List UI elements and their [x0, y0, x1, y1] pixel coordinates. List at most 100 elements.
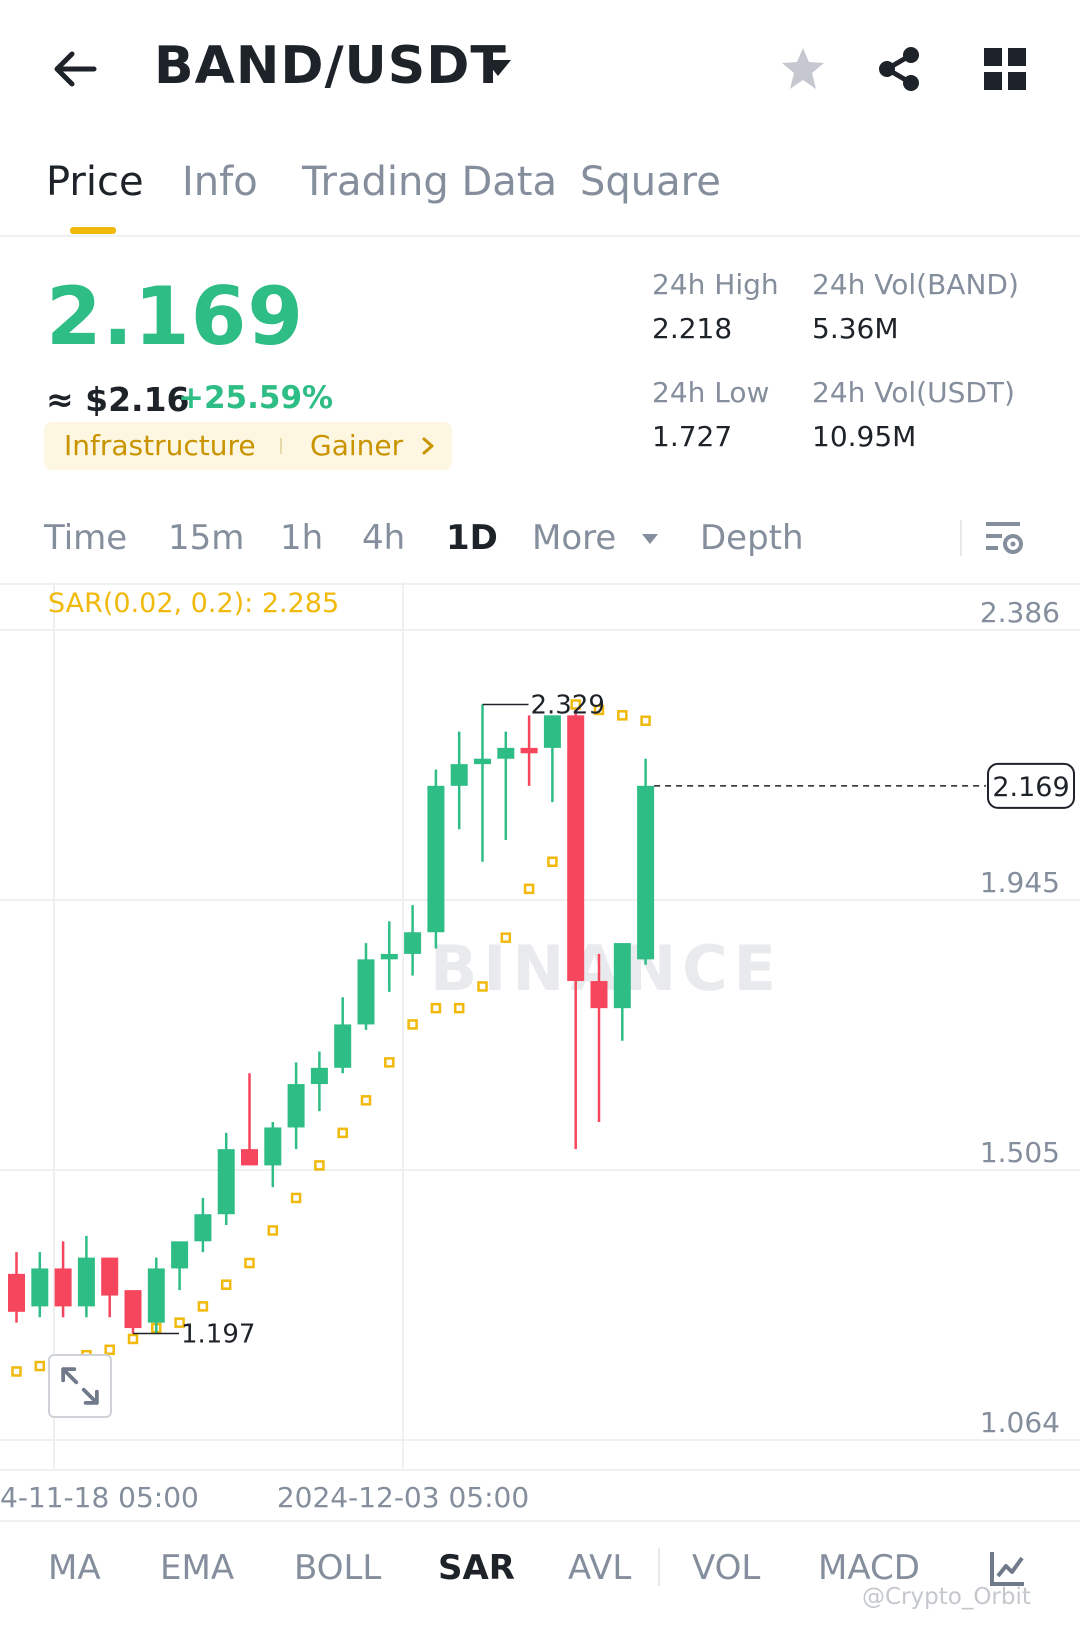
- last-price-box: [987, 762, 1075, 809]
- sar-dot: [407, 1019, 418, 1030]
- low-price-label: 1.197: [181, 1320, 255, 1350]
- sar-dot: [500, 932, 512, 943]
- timeframe-depth[interactable]: Depth: [700, 518, 804, 558]
- candle-body: [77, 1257, 95, 1307]
- y-tick-label: 1.064: [980, 1406, 1060, 1439]
- indicator-macd[interactable]: MACD: [818, 1548, 920, 1588]
- annotation-layer: 2.329 1.197 2.169: [133, 690, 1075, 1350]
- indicator-divider: [658, 1548, 660, 1586]
- chart-settings-icon[interactable]: [984, 516, 1024, 560]
- indicator-ma[interactable]: MA: [48, 1548, 101, 1588]
- candle-body: [171, 1241, 189, 1269]
- vol-band-value: 5.36M: [812, 312, 899, 345]
- y-tick-label: 2.386: [980, 596, 1060, 629]
- indicator-ema[interactable]: EMA: [160, 1548, 235, 1588]
- star-icon[interactable]: [778, 44, 828, 94]
- tag-gainer: Gainer: [310, 429, 404, 462]
- active-tab-indicator: [70, 227, 116, 234]
- tab-price[interactable]: Price: [46, 159, 144, 205]
- tab-bar: Price Info Trading Data Square: [0, 145, 1080, 237]
- candle-body: [404, 932, 422, 954]
- sar-dot: [11, 1366, 22, 1377]
- sar-dot: [314, 1160, 325, 1171]
- candle-body: [310, 1067, 328, 1085]
- sar-dot: [384, 1057, 395, 1068]
- candlestick-chart[interactable]: 2.386 1.945 1.505 1.064 4-11-18 05:00 2024-12…: [0, 582, 1080, 1522]
- candle-layer: [8, 704, 655, 1334]
- sar-dot: [523, 883, 535, 895]
- candle-body: [450, 764, 468, 786]
- chevron-right-icon: [422, 437, 434, 455]
- tag-chip[interactable]: Infrastructure Gainer: [44, 422, 452, 470]
- low-value: 1.727: [652, 420, 733, 453]
- price-change-percent: +25.59%: [178, 380, 334, 416]
- candle-body: [124, 1290, 142, 1329]
- candle-body: [357, 959, 375, 1025]
- tag-divider: [280, 438, 282, 454]
- tag-infrastructure: Infrastructure: [64, 429, 256, 462]
- x-tick-label: 2024-12-03 05:00: [277, 1481, 529, 1514]
- last-price-label: 2.169: [992, 772, 1069, 803]
- timeframe-15m[interactable]: 15m: [168, 518, 245, 558]
- source-watermark: @Crypto_Orbit: [862, 1584, 1031, 1610]
- candle-body: [520, 747, 538, 754]
- sar-dot: [617, 710, 628, 721]
- indicator-sar[interactable]: SAR: [438, 1548, 515, 1588]
- y-tick-label: 1.945: [980, 866, 1060, 899]
- tab-info[interactable]: Info: [182, 159, 258, 205]
- sar-dot: [127, 1333, 139, 1345]
- candle-body: [147, 1268, 165, 1323]
- high-label: 24h High: [652, 268, 779, 301]
- candle-body: [497, 747, 515, 759]
- tab-square[interactable]: Square: [580, 159, 721, 205]
- caret-down-icon[interactable]: [482, 56, 514, 80]
- candle-body: [567, 715, 585, 982]
- candle-body: [637, 785, 655, 960]
- timeframe-1d[interactable]: 1D: [446, 518, 498, 558]
- candle-body: [543, 715, 561, 748]
- low-label: 24h Low: [652, 376, 770, 409]
- pair-title[interactable]: BAND/USDT: [154, 36, 507, 96]
- indicator-chart-icon[interactable]: [988, 1548, 1028, 1588]
- timeframe-more[interactable]: More: [532, 518, 617, 558]
- header-bar: BAND/USDT: [0, 0, 1080, 135]
- candle-body: [474, 758, 491, 765]
- timeframe-4h[interactable]: 4h: [362, 518, 406, 558]
- chart-grid: 2.386 1.945 1.505 1.064 4-11-18 05:00 2024-12…: [0, 582, 1080, 1514]
- sar-dot: [220, 1279, 232, 1290]
- binance-watermark: BINANCE: [430, 932, 776, 1005]
- candle-body: [334, 1024, 352, 1068]
- sar-dot: [430, 1002, 442, 1014]
- candle-body: [54, 1268, 72, 1307]
- indicator-avl[interactable]: AVL: [568, 1548, 632, 1588]
- grid-icon[interactable]: [982, 46, 1028, 92]
- candle-body: [241, 1149, 258, 1166]
- back-arrow-icon[interactable]: [48, 42, 102, 96]
- x-tick-label: 4-11-18 05:00: [0, 1481, 199, 1514]
- sar-dot: [337, 1127, 348, 1139]
- candle-body: [8, 1273, 25, 1312]
- tab-trading-data[interactable]: Trading Data: [302, 159, 557, 205]
- sar-dot: [34, 1360, 46, 1372]
- candle-body: [217, 1149, 235, 1215]
- sar-dot: [547, 856, 558, 867]
- expand-icon[interactable]: [48, 1354, 112, 1418]
- high-price-label: 2.329: [531, 690, 605, 720]
- candle-body: [194, 1214, 212, 1242]
- vol-usdt-value: 10.95M: [812, 420, 917, 453]
- sar-dot: [244, 1257, 255, 1269]
- indicator-boll[interactable]: BOLL: [294, 1548, 382, 1588]
- sar-dot: [174, 1317, 185, 1328]
- timeframe-time[interactable]: Time: [44, 518, 128, 558]
- share-icon[interactable]: [874, 44, 924, 94]
- candle-body: [613, 943, 631, 1009]
- indicator-vol[interactable]: VOL: [692, 1548, 761, 1588]
- high-value: 2.218: [652, 312, 733, 345]
- usd-price: ≈ $2.16: [46, 380, 190, 419]
- sar-dot: [640, 715, 651, 727]
- sar-dot: [570, 699, 581, 710]
- y-tick-label: 1.505: [980, 1136, 1060, 1169]
- timeframe-1h[interactable]: 1h: [280, 518, 324, 558]
- sar-dot: [267, 1225, 279, 1236]
- sar-dot: [453, 1002, 465, 1014]
